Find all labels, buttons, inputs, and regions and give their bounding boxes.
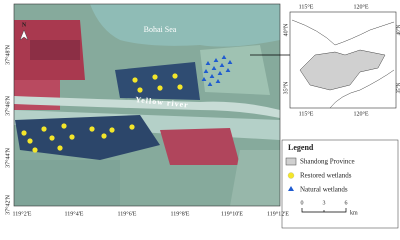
legend-swatch — [285, 157, 297, 166]
north-label: N — [22, 22, 27, 28]
scale-tick: 3 — [323, 200, 326, 206]
restored-wetland — [137, 87, 143, 93]
inset-right-label: 35°N — [397, 82, 400, 93]
y-tick-label: 37°46'N — [4, 95, 11, 115]
natural-wetland — [213, 58, 219, 62]
scale-unit: km — [350, 210, 358, 216]
restored-wetland — [172, 73, 178, 79]
restored-wetland — [132, 77, 138, 83]
restored-wetland — [157, 85, 163, 91]
restored-wetland — [57, 145, 63, 151]
restored-wetland — [109, 127, 115, 133]
legend-triangle — [288, 186, 294, 191]
inset-right-label: 40°N — [397, 24, 400, 35]
figure: N Bohai Sea Yellow river Legend 119°2'E 1… — [4, 3, 400, 229]
x-tick-label: 119°6'E — [118, 210, 137, 217]
inset-left-label: 40°N — [282, 23, 289, 36]
scale-tick: 0 — [301, 200, 304, 206]
restored-wetland — [21, 130, 27, 136]
natural-wetland — [225, 68, 231, 72]
restored-wetland — [152, 74, 158, 80]
natural-wetland — [211, 66, 217, 70]
natural-wetland — [227, 60, 233, 64]
natural-wetland — [207, 82, 213, 86]
y-tick-label: 37°42'N — [4, 194, 11, 214]
map-frame — [13, 3, 281, 207]
legend-item: Shandong Province — [300, 158, 355, 166]
restored-wetland — [69, 134, 75, 140]
restored-wetland — [89, 126, 95, 132]
inset-top-label: 115°E — [299, 3, 314, 10]
inset-map — [289, 11, 397, 109]
y-tick-label: 37°44'N — [4, 147, 11, 167]
natural-wetland — [221, 55, 227, 59]
natural-wetland — [209, 74, 215, 78]
x-tick-label: 119°4'E — [65, 210, 84, 217]
inset-bottom-label: 115°E — [299, 110, 314, 117]
restored-wetland — [101, 133, 107, 139]
restored-wetland — [27, 138, 33, 144]
inset-bottom-label: 120°E — [353, 110, 368, 117]
restored-wetland — [32, 147, 38, 153]
restored-wetland — [49, 135, 55, 141]
natural-wetland — [203, 69, 209, 73]
legend-item: Natural wetlands — [300, 186, 348, 194]
x-tick-label: 119°12'E — [267, 210, 289, 217]
legend-box — [281, 139, 399, 229]
sea-label: Bohai Sea — [144, 25, 177, 34]
inset-top-label: 120°E — [353, 3, 368, 10]
scale-tick: 6 — [345, 200, 348, 206]
y-tick-label: 37°48'N — [4, 44, 11, 64]
inset-left-label: 35°N — [282, 81, 289, 94]
north-arrow — [19, 29, 29, 41]
legend-item: Restored wetlands — [300, 172, 352, 180]
natural-wetland — [217, 71, 223, 75]
legend-dot — [287, 172, 295, 179]
natural-wetland — [219, 63, 225, 67]
legend-title: Legend — [288, 143, 314, 152]
natural-wetland — [205, 61, 211, 65]
x-tick-label: 119°2'E — [13, 210, 32, 217]
natural-wetland — [201, 77, 207, 81]
restored-wetland — [41, 126, 47, 132]
scale-bar — [301, 208, 347, 213]
restored-wetland — [129, 124, 135, 130]
restored-wetland — [61, 123, 67, 129]
natural-wetland — [215, 79, 221, 83]
x-tick-label: 119°8'E — [171, 210, 190, 217]
restored-wetland — [177, 84, 183, 90]
satellite-image — [14, 4, 280, 206]
x-tick-label: 119°10'E — [221, 210, 243, 217]
